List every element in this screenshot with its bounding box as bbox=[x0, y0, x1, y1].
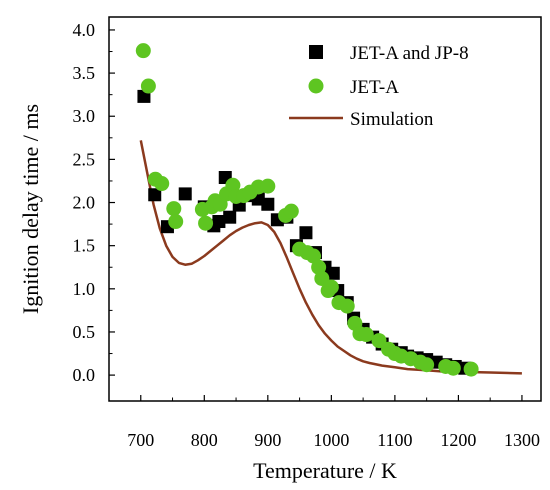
y-tick-label: 4.0 bbox=[73, 20, 96, 40]
data-point-square bbox=[148, 188, 162, 202]
data-point-circle bbox=[371, 333, 387, 349]
data-point-square bbox=[299, 226, 313, 240]
legend-label-jet-a-jp8: JET-A and JP-8 bbox=[350, 43, 469, 64]
data-point-square bbox=[212, 215, 226, 229]
data-point-circle bbox=[314, 270, 330, 286]
data-point-circle bbox=[358, 327, 374, 343]
plot-area bbox=[108, 16, 542, 402]
x-tick-label: 1100 bbox=[377, 430, 412, 450]
x-tick-label: 1000 bbox=[313, 430, 349, 450]
y-tick-label: 2.0 bbox=[73, 193, 96, 213]
x-tick-label: 700 bbox=[127, 430, 154, 450]
data-point-square bbox=[178, 187, 192, 201]
data-point-square bbox=[223, 210, 237, 224]
data-point-square bbox=[261, 197, 275, 211]
data-point-circle bbox=[260, 178, 276, 194]
data-point-circle bbox=[166, 201, 182, 217]
x-tick-label: 1200 bbox=[440, 430, 476, 450]
jet-a-jp8-series bbox=[137, 89, 472, 375]
data-point-circle bbox=[198, 215, 214, 231]
y-axis-title: Ignition delay time / ms bbox=[18, 104, 43, 314]
data-point-circle bbox=[154, 176, 170, 192]
plot-frame bbox=[108, 16, 542, 402]
y-tick-label: 1.0 bbox=[73, 279, 96, 299]
jet-a-series bbox=[135, 43, 479, 377]
data-point-circle bbox=[283, 203, 299, 219]
data-point-circle bbox=[445, 360, 461, 376]
y-tick-label: 0.0 bbox=[73, 365, 96, 385]
simulation-line bbox=[139, 140, 522, 375]
x-tick-label: 1300 bbox=[504, 430, 540, 450]
data-point-circle bbox=[140, 78, 156, 94]
y-tick-label: 0.5 bbox=[73, 322, 96, 342]
data-point-circle bbox=[339, 298, 355, 314]
simulation-series bbox=[139, 140, 522, 375]
axis-ticks: 700 800 900 1000 1100 1200 1300 0.0 0.5 1.0 1.5 2.0… bbox=[73, 20, 540, 450]
y-tick-label: 3.0 bbox=[73, 106, 96, 126]
data-point-circle bbox=[168, 214, 184, 230]
data-point-circle bbox=[419, 357, 435, 373]
legend-label-simulation: Simulation bbox=[350, 109, 434, 130]
legend-label-jet-a: JET-A bbox=[350, 77, 399, 98]
x-axis-title: Temperature / K bbox=[253, 458, 397, 483]
legend-marker-square bbox=[309, 45, 323, 59]
y-tick-label: 1.5 bbox=[73, 236, 96, 256]
data-point-circle bbox=[463, 361, 479, 377]
legend: JET-A and JP-8 JET-A Simulation bbox=[289, 43, 469, 130]
x-tick-label: 900 bbox=[254, 430, 281, 450]
x-tick-label: 800 bbox=[191, 430, 218, 450]
data-point-circle bbox=[306, 248, 322, 264]
data-point-circle bbox=[135, 43, 151, 59]
y-tick-label: 2.5 bbox=[73, 149, 96, 169]
legend-marker-circle bbox=[308, 78, 324, 94]
data-point-square bbox=[326, 266, 340, 280]
y-tick-label: 3.5 bbox=[73, 63, 96, 83]
data-point-circle bbox=[323, 279, 339, 295]
